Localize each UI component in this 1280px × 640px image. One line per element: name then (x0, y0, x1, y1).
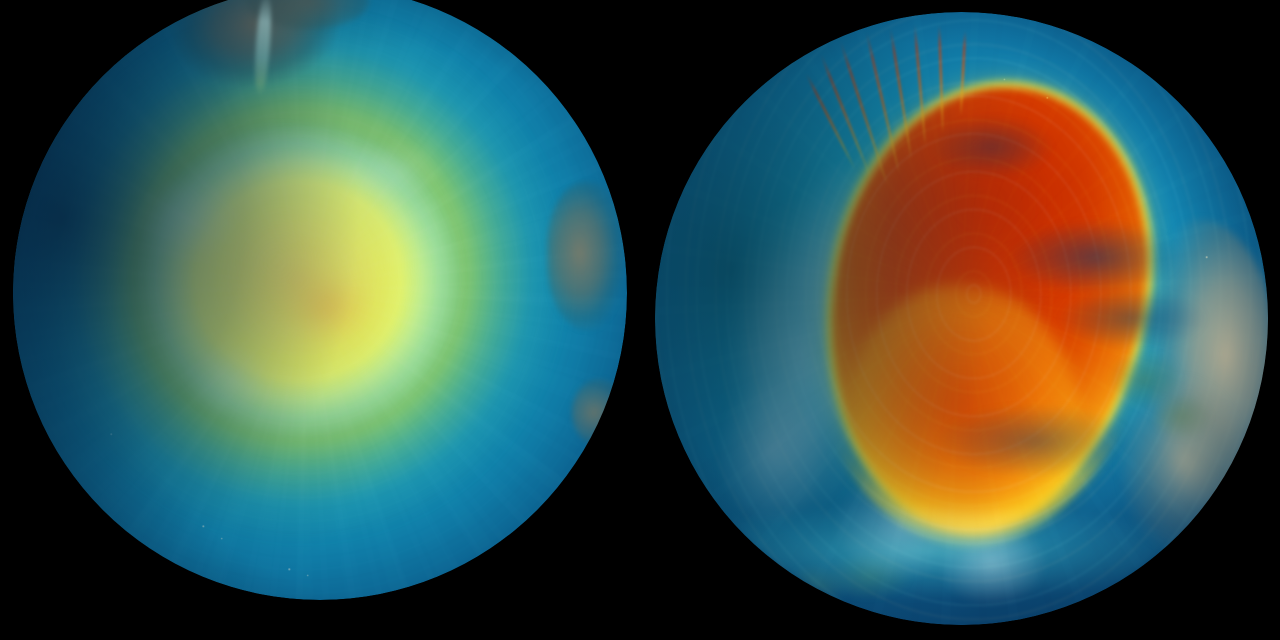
antarctic-globe[interactable] (13, 0, 627, 600)
arctic-limb-darkening (655, 12, 1268, 625)
antarctic-limb-darkening (13, 0, 627, 600)
arctic-globe[interactable] (655, 12, 1268, 625)
